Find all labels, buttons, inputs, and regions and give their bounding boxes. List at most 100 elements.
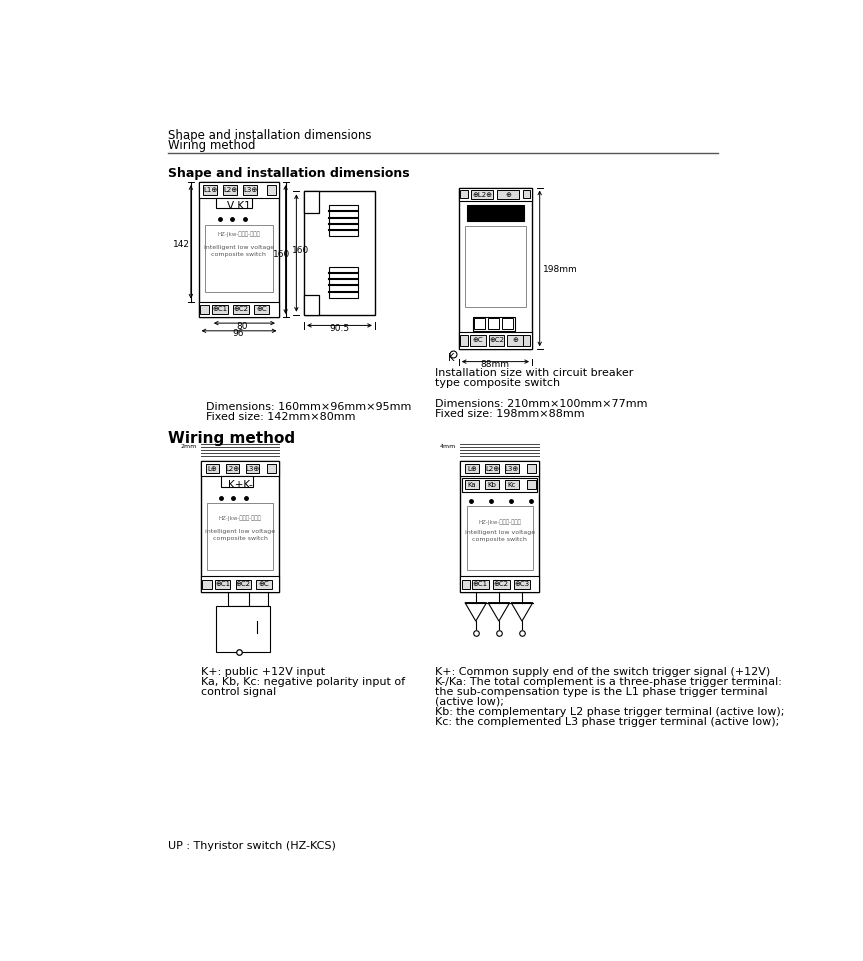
Text: 160: 160 [292, 245, 309, 255]
Text: ⊕C2: ⊕C2 [489, 337, 504, 343]
Bar [513, 579, 531, 589]
Bar [505, 480, 519, 489]
Text: HZ-Jkw-小容量-小容量: HZ-Jkw-小容量-小容量 [218, 515, 261, 521]
Bar [462, 579, 469, 589]
Bar [198, 183, 280, 318]
Bar [216, 198, 253, 209]
Text: intelligent low voltage: intelligent low voltage [204, 244, 274, 250]
Text: intelligent low voltage: intelligent low voltage [205, 529, 275, 533]
Bar [236, 579, 251, 589]
Text: K+: Common supply end of the switch trigger signal (+12V): K+: Common supply end of the switch trig… [435, 666, 770, 676]
Bar [198, 303, 280, 318]
Bar [207, 503, 274, 571]
Bar [465, 464, 479, 474]
Text: L3⊕: L3⊕ [245, 465, 260, 471]
Bar [497, 190, 519, 200]
Text: 4mm: 4mm [440, 444, 457, 449]
Text: ⊕C: ⊕C [256, 307, 267, 312]
Text: 90.5: 90.5 [330, 324, 350, 333]
Bar [205, 225, 274, 293]
Text: Fixed size: 198mm×88mm: Fixed size: 198mm×88mm [435, 408, 584, 418]
Text: HZ-Jkw-小容量-小容量: HZ-Jkw-小容量-小容量 [217, 232, 260, 237]
Bar [201, 461, 280, 592]
Text: L3⊕: L3⊕ [505, 465, 520, 471]
Text: L⊕: L⊕ [467, 465, 476, 471]
Text: ⊕C2: ⊕C2 [233, 307, 249, 312]
Text: ⊕C: ⊕C [473, 337, 483, 343]
Bar [304, 192, 319, 213]
Text: composite switch: composite switch [212, 535, 268, 540]
Text: ⊕C2: ⊕C2 [494, 580, 508, 586]
Text: 2mm: 2mm [180, 444, 197, 449]
Bar [507, 336, 523, 347]
Bar [203, 579, 211, 589]
Text: intelligent low voltage: intelligent low voltage [464, 530, 535, 534]
Bar [526, 464, 536, 474]
Text: 96: 96 [233, 330, 244, 338]
Bar [467, 206, 525, 222]
Text: the sub-compensation type is the L1 phase trigger terminal: the sub-compensation type is the L1 phas… [435, 686, 767, 696]
Text: composite switch: composite switch [211, 252, 266, 257]
Bar [268, 464, 276, 474]
Bar [462, 479, 538, 492]
Text: 142: 142 [173, 239, 190, 248]
Text: Installation size with circuit breaker: Installation size with circuit breaker [435, 368, 633, 378]
Bar [493, 579, 510, 589]
Text: (active low);: (active low); [435, 696, 504, 706]
Bar [217, 606, 270, 653]
Bar [459, 188, 532, 202]
Bar [505, 464, 519, 474]
Bar [523, 336, 531, 347]
Text: L2⊕: L2⊕ [225, 465, 240, 471]
Text: ⊕C: ⊕C [259, 580, 269, 586]
Text: control signal: control signal [201, 686, 276, 696]
Text: Kb: the complementary L2 phase trigger terminal (active low);: Kb: the complementary L2 phase trigger t… [435, 706, 784, 716]
Text: L2⊕: L2⊕ [224, 186, 237, 193]
Bar [243, 186, 257, 195]
Text: Fixed size: 142mm×80mm: Fixed size: 142mm×80mm [206, 411, 356, 422]
Bar [470, 336, 486, 347]
Bar [502, 319, 513, 330]
Bar [304, 296, 319, 315]
Bar [329, 206, 358, 236]
Bar [459, 188, 532, 350]
Bar [224, 186, 237, 195]
Text: ⊕C3: ⊕C3 [514, 580, 530, 586]
Bar [523, 190, 531, 198]
Text: Dimensions: 160mm×96mm×95mm: Dimensions: 160mm×96mm×95mm [206, 402, 412, 411]
Text: 160: 160 [273, 249, 290, 259]
Bar [254, 306, 269, 314]
Text: Wiring method: Wiring method [167, 138, 255, 152]
Text: Kc: the complemented L3 phase trigger terminal (active low);: Kc: the complemented L3 phase trigger te… [435, 716, 779, 727]
Bar [221, 477, 253, 487]
Text: V K1: V K1 [227, 201, 250, 210]
Bar [465, 480, 479, 489]
Bar [488, 319, 499, 330]
Text: L2⊕: L2⊕ [485, 465, 499, 471]
Bar [488, 336, 504, 347]
Text: ⊕: ⊕ [512, 337, 518, 343]
Text: Shape and installation dimensions: Shape and installation dimensions [167, 129, 371, 141]
Bar [467, 506, 532, 571]
Text: Ka, Kb, Kc: negative polarity input of: Ka, Kb, Kc: negative polarity input of [201, 677, 405, 686]
Bar [203, 186, 217, 195]
Text: ⊕C1: ⊕C1 [212, 307, 228, 312]
Text: L3⊕: L3⊕ [243, 186, 257, 193]
Bar [471, 190, 493, 200]
Bar [459, 333, 532, 350]
Text: Wiring method: Wiring method [167, 431, 295, 446]
Text: 198mm: 198mm [543, 264, 577, 274]
Bar [246, 464, 260, 474]
Bar [212, 306, 228, 314]
Bar [460, 461, 539, 592]
Text: Ka: Ka [468, 481, 476, 487]
Bar [201, 461, 280, 477]
Bar [233, 306, 249, 314]
Text: UP : Thyristor switch (HZ-KCS): UP : Thyristor switch (HZ-KCS) [167, 840, 336, 850]
Text: L⊕: L⊕ [208, 465, 217, 471]
Bar [472, 579, 488, 589]
Text: Kc: Kc [507, 481, 516, 487]
Text: ⊕: ⊕ [505, 191, 511, 197]
Text: L1⊕: L1⊕ [203, 186, 217, 193]
Bar [526, 480, 536, 489]
